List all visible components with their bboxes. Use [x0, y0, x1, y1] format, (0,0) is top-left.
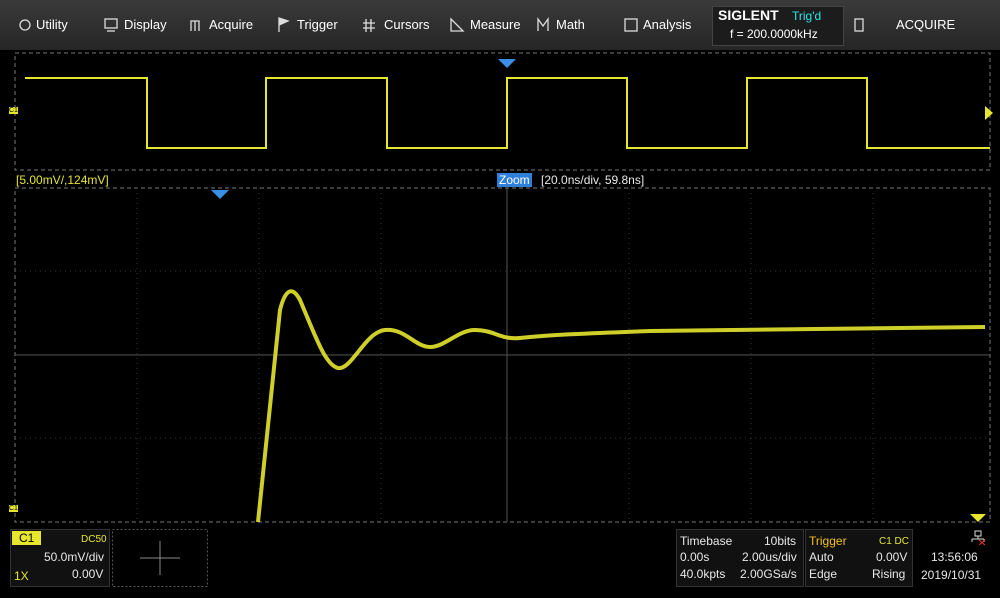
menu-item[interactable]: Display — [124, 17, 167, 32]
zoom-trigger-marker — [211, 190, 229, 199]
clock-date: 2019/10/31 — [921, 568, 982, 582]
zoom-timebase: [20.0ns/div, 59.8ns] — [541, 173, 645, 187]
zoom-grid — [15, 188, 990, 522]
menu-icons — [19, 16, 864, 32]
trigger-title: Trigger — [809, 534, 847, 548]
zoom-scale: [5.00mV/,124mV] — [16, 173, 109, 187]
status-box — [712, 6, 844, 46]
frequency: f = 200.0000kHz — [730, 27, 818, 41]
trigger-panel[interactable] — [805, 529, 913, 587]
add-channel[interactable] — [112, 529, 208, 587]
trigger-level-marker — [985, 106, 993, 120]
menu-item[interactable]: Measure — [470, 17, 521, 32]
delay: 0.00s — [680, 550, 710, 564]
trigger-source: C1 DC — [879, 536, 910, 547]
trig-status: Trig'd — [792, 9, 822, 23]
zoom-trace — [256, 289, 986, 523]
menu-item[interactable]: Trigger — [297, 17, 338, 32]
zoom-level-marker — [970, 514, 986, 522]
channel-marker: C1 — [9, 107, 18, 114]
menu-bar: Utility Display Acquire Trigger Cursors … — [0, 0, 1000, 50]
brand: SIGLENT — [718, 7, 779, 23]
menu-item[interactable]: Acquire — [209, 17, 254, 32]
timebase-title: Timebase — [680, 534, 733, 548]
bits: 10bits — [764, 534, 797, 548]
menu-item[interactable]: Math — [556, 17, 585, 32]
network-icon — [971, 530, 986, 546]
trigger-mode: Auto — [809, 550, 834, 564]
timebase-panel[interactable] — [676, 529, 804, 587]
menu-item[interactable]: Utility — [36, 17, 68, 32]
channel-name: C1 — [12, 531, 42, 545]
offset: 0.00V — [72, 567, 104, 581]
trigger-level: 0.00V — [876, 550, 908, 564]
waveform-area — [14, 52, 993, 523]
trigger-slope: Rising — [872, 567, 906, 581]
clock-time: 13:56:06 — [931, 550, 978, 564]
h-scale: 2.00us/div — [742, 550, 797, 564]
points: 40.0kpts — [680, 567, 726, 581]
zoom-label[interactable]: Zoom — [497, 173, 532, 187]
menu-item[interactable]: Cursors — [384, 17, 430, 32]
mode[interactable]: ACQUIRE — [896, 17, 956, 32]
sample-rate: 2.00GSa/s — [740, 567, 797, 581]
probe: 1X — [14, 569, 29, 583]
trigger-type: Edge — [809, 567, 838, 581]
overview-trace — [25, 77, 990, 149]
menu-item[interactable]: Analysis — [643, 17, 692, 32]
v-scale: 50.0mV/div — [44, 550, 105, 564]
channel-marker: C1 — [9, 505, 18, 512]
trigger-pos-marker — [498, 59, 516, 68]
overview-border — [14, 52, 991, 171]
coupling: DC50 — [81, 534, 107, 545]
